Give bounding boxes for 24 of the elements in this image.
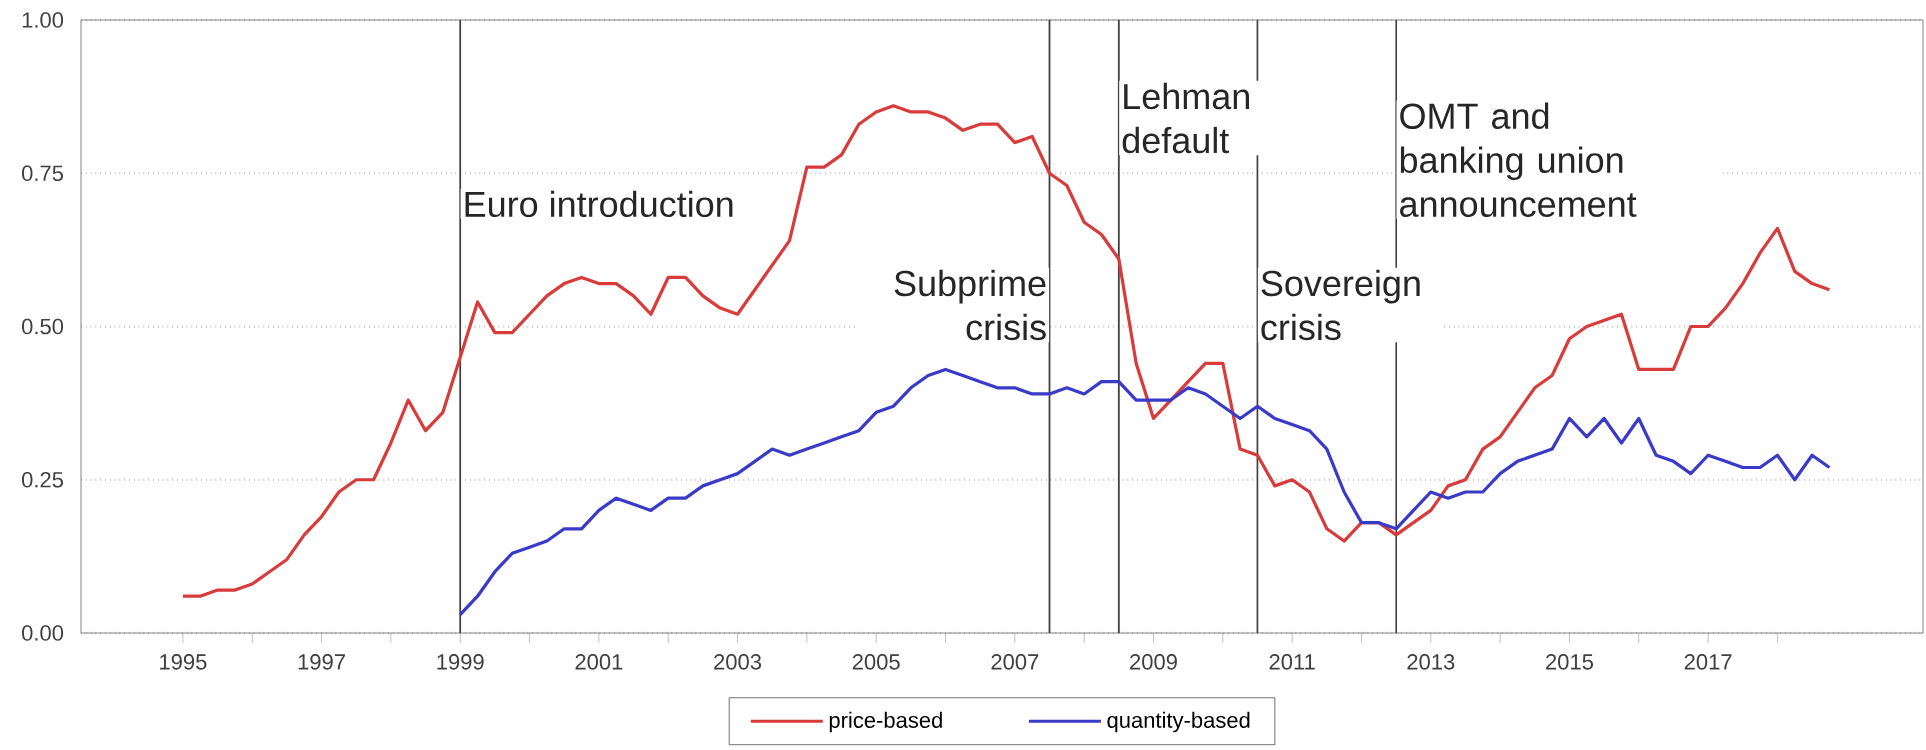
y-tick-label: 0.50	[21, 318, 64, 335]
ref-line-label: Lehman default	[1122, 82, 1249, 154]
y-tick-label: 0.25	[21, 471, 64, 488]
legend-label: price-based	[829, 711, 942, 733]
ref-line-label: Euro introduction	[465, 190, 733, 218]
x-tick-label: 2015	[1546, 654, 1593, 670]
y-tick-label: 0.75	[21, 165, 64, 182]
ref-line-label: Subprime crisis	[894, 269, 1046, 341]
x-tick-label: 2007	[991, 654, 1039, 670]
x-tick-label: 1997	[298, 654, 345, 670]
x-tick-label: 2017	[1684, 654, 1732, 670]
x-tick-label: 2013	[1407, 654, 1455, 670]
ref-line-label: OMT and banking union announcement	[1400, 102, 1637, 217]
x-tick-label: 1999	[437, 654, 484, 670]
ref-line-label: Sovereign crisis	[1261, 269, 1420, 341]
y-tick-label: 1.00	[22, 12, 64, 28]
x-tick-label: 2011	[1269, 654, 1315, 670]
legend-label: quantity-based	[1107, 711, 1250, 733]
x-tick-label: 2009	[1130, 654, 1177, 670]
x-tick-label: 2005	[852, 654, 900, 670]
x-tick-label: 1995	[160, 654, 207, 670]
y-tick-label: 0.00	[21, 625, 64, 641]
x-tick-label: 2001	[575, 654, 623, 670]
x-tick-label: 2003	[714, 654, 762, 670]
